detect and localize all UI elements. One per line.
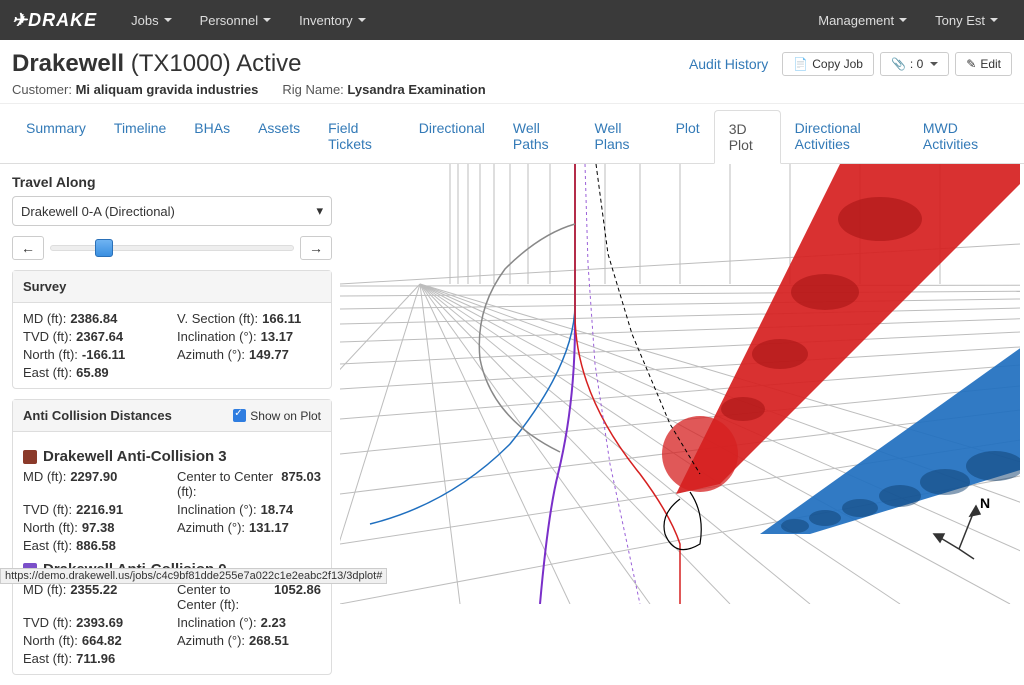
slider-next-button[interactable]: → [300, 236, 332, 260]
page-title: Drakewell (TX1000) Active [12, 50, 302, 78]
show-on-plot-label: Show on Plot [250, 409, 321, 423]
status-bar-url: https://demo.drakewell.us/jobs/c4c9bf81d… [0, 568, 387, 584]
compass-icon: N [924, 494, 994, 564]
caret-icon [990, 18, 998, 22]
caret-icon [164, 18, 172, 22]
show-on-plot-checkbox[interactable] [233, 409, 246, 422]
nav-management[interactable]: Management [804, 3, 921, 38]
tab-assets[interactable]: Assets [244, 110, 314, 163]
attachments-button[interactable]: 📎: 0 [880, 52, 949, 76]
brand-logo: ✈DRAKE [12, 10, 97, 31]
top-navbar: ✈DRAKE Jobs Personnel Inventory Manageme… [0, 0, 1024, 40]
copy-icon: 📄 [793, 57, 808, 71]
svg-text:N: N [980, 495, 990, 511]
3d-plot-area[interactable]: N [340, 164, 1024, 604]
select-caret-icon: ▾ [316, 203, 323, 219]
tab-well-plans[interactable]: Well Plans [581, 110, 662, 163]
tabs-bar: SummaryTimelineBHAsAssetsField TicketsDi… [0, 110, 1024, 164]
page-header: Drakewell (TX1000) Active Audit History … [0, 40, 1024, 104]
tab-plot[interactable]: Plot [662, 110, 714, 163]
sidebar: Travel Along Drakewell 0-A (Directional)… [0, 164, 340, 685]
survey-panel: Survey MD (ft):2386.84 V. Section (ft):1… [12, 270, 332, 389]
tab-directional[interactable]: Directional [405, 110, 499, 163]
tab-directional-activities[interactable]: Directional Activities [781, 110, 909, 163]
customer-label: Customer: [12, 82, 72, 97]
tab-bhas[interactable]: BHAs [180, 110, 244, 163]
rig-label: Rig Name: [282, 82, 343, 97]
well-select[interactable]: Drakewell 0-A (Directional) ▾ [12, 196, 332, 226]
paperclip-icon: 📎 [891, 57, 906, 71]
edit-icon: ✎ [966, 57, 976, 71]
nav-tony-est[interactable]: Tony Est [921, 3, 1012, 38]
ac-well-title: Drakewell Anti-Collision 3 [23, 448, 321, 465]
tab-timeline[interactable]: Timeline [100, 110, 180, 163]
audit-history-link[interactable]: Audit History [689, 56, 768, 72]
anti-collision-panel: Anti Collision Distances Show on Plot Dr… [12, 399, 332, 675]
nav-inventory[interactable]: Inventory [285, 3, 379, 38]
caret-icon [263, 18, 271, 22]
nav-jobs[interactable]: Jobs [117, 3, 185, 38]
customer-value: Mi aliquam gravida industries [76, 82, 259, 97]
tab-well-paths[interactable]: Well Paths [499, 110, 581, 163]
edit-button[interactable]: ✎Edit [955, 52, 1012, 76]
color-swatch [23, 450, 37, 464]
travel-along-label: Travel Along [12, 174, 332, 190]
tab-3d-plot[interactable]: 3D Plot [714, 110, 781, 164]
tab-field-tickets[interactable]: Field Tickets [314, 110, 405, 163]
survey-panel-title: Survey [13, 271, 331, 303]
rig-value: Lysandra Examination [347, 82, 485, 97]
tab-summary[interactable]: Summary [12, 110, 100, 163]
tab-mwd-activities[interactable]: MWD Activities [909, 110, 1012, 163]
travel-slider[interactable] [50, 245, 294, 251]
caret-icon [358, 18, 366, 22]
caret-icon [899, 18, 907, 22]
anti-collision-title: Anti Collision Distances [23, 408, 172, 423]
copy-job-button[interactable]: 📄Copy Job [782, 52, 874, 76]
slider-thumb[interactable] [95, 239, 113, 257]
slider-prev-button[interactable]: ← [12, 236, 44, 260]
nav-personnel[interactable]: Personnel [186, 3, 286, 38]
